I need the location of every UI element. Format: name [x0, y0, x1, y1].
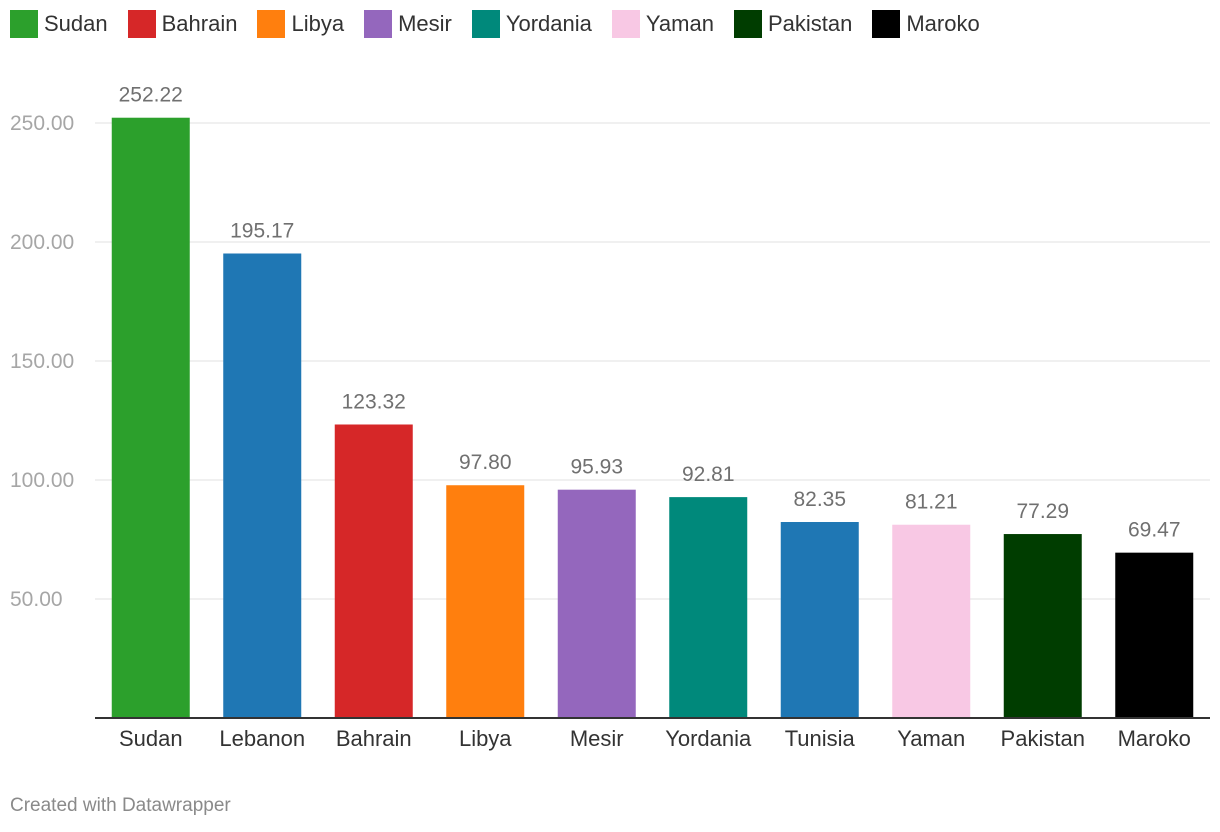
legend-swatch-bahrain [127, 10, 156, 38]
x-category-label: Yaman [897, 726, 965, 751]
legend-swatch-mesir [364, 10, 393, 38]
legend-item-sudan: Sudan [10, 10, 108, 38]
bar [1115, 552, 1194, 718]
legend-swatch-sudan [10, 10, 38, 38]
legend-swatch-yordania [471, 10, 500, 38]
legend-swatch-pakistan [733, 10, 762, 38]
bar-value-label: 195.17 [230, 219, 294, 242]
x-category-label: Tunisia [785, 726, 856, 751]
legend-item-maroko: Maroko [872, 10, 980, 38]
bar [223, 253, 302, 718]
legend-swatch-libya [257, 10, 286, 38]
legend-item-yordania: Yordania [471, 10, 592, 38]
bar-value-label: 77.29 [1016, 500, 1069, 523]
bar-value-label: 92.81 [682, 463, 735, 486]
y-tick-label: 200.00 [10, 231, 74, 254]
bar [892, 524, 971, 718]
legend-item-mesir: Mesir [364, 10, 452, 38]
bar [557, 489, 636, 718]
x-category-label: Lebanon [219, 726, 305, 751]
legend-swatch-maroko [872, 10, 901, 38]
legend-label-mesir: Mesir [398, 11, 452, 36]
y-tick-label: 50.00 [10, 588, 63, 611]
bar-value-label: 81.21 [905, 491, 958, 514]
x-category-label: Mesir [570, 726, 624, 751]
legend-item-yaman: Yaman [611, 10, 714, 38]
bar-value-label: 69.47 [1128, 519, 1181, 542]
bar-value-label: 123.32 [342, 390, 406, 413]
legend-label-libya: Libya [291, 11, 345, 36]
bar [780, 522, 859, 718]
legend-label-bahrain: Bahrain [161, 11, 238, 36]
x-category-label: Maroko [1118, 726, 1191, 751]
bar [669, 497, 748, 718]
x-category-label: Bahrain [336, 726, 412, 751]
x-category-label: Pakistan [1001, 726, 1085, 751]
bar-value-label: 97.80 [459, 451, 512, 474]
legend-label-yaman: Yaman [645, 11, 714, 36]
bar-value-label: 95.93 [570, 456, 623, 479]
legend-label-pakistan: Pakistan [767, 11, 853, 36]
y-tick-label: 250.00 [10, 112, 74, 135]
y-tick-label: 150.00 [10, 350, 74, 373]
datawrapper-credit: Created with Datawrapper [10, 795, 231, 816]
x-category-label: Sudan [119, 726, 183, 751]
legend-item-libya: Libya [257, 10, 344, 38]
legend-item-bahrain: Bahrain [127, 10, 238, 38]
legend-swatch-yaman [611, 10, 640, 38]
bar-value-label: 82.35 [793, 488, 846, 511]
bar-value-label: 252.22 [119, 84, 183, 107]
x-category-label: Libya [459, 726, 512, 751]
bar [111, 117, 190, 718]
bar-chart: 50.00 100.00 150.00 200.00 250.00 252.22 Sudan… [10, 84, 1210, 751]
legend-label-yordania: Yordania [505, 11, 592, 36]
bar [446, 485, 525, 718]
legend-label-sudan: Sudan [44, 11, 108, 36]
legend-label-maroko: Maroko [906, 11, 980, 36]
bar [1003, 534, 1082, 718]
x-category-label: Yordania [665, 726, 752, 751]
bar [334, 424, 413, 718]
y-tick-label: 100.00 [10, 469, 74, 492]
legend: Sudan Bahrain Libya Mesir Yordania Yaman… [10, 10, 1000, 38]
legend-item-pakistan: Pakistan [733, 10, 853, 38]
